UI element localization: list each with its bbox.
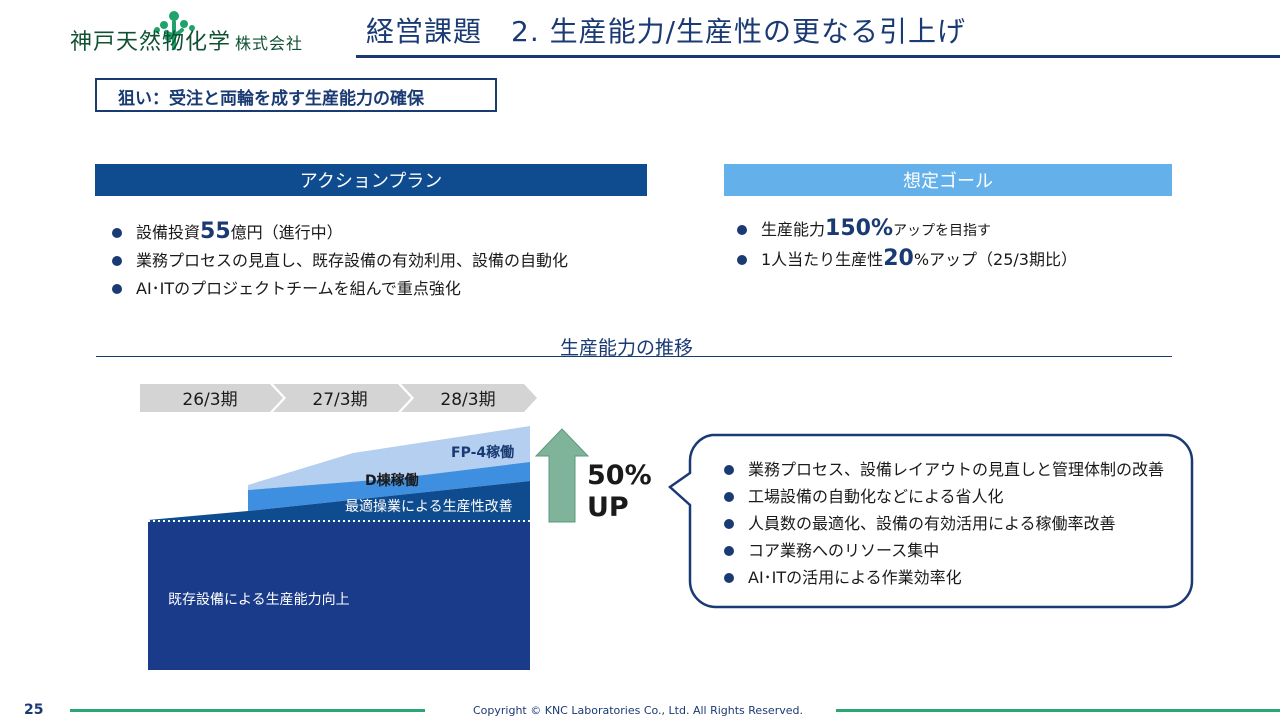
trend-title: 生産能力の推移 <box>560 337 694 359</box>
improvement-item: 工場設備の自動化などによる省人化 <box>720 483 1164 510</box>
layer-base <box>148 522 530 670</box>
company-logo <box>154 11 195 50</box>
increase-value: 50% <box>587 460 652 491</box>
goal-list: 生産能力150%アップを目指す 1人当たり生産性20%アップ（25/3期比） <box>733 215 1077 274</box>
increase-label: UP <box>587 492 629 523</box>
improvement-list: 業務プロセス、設備レイアウトの見直しと管理体制の改善 工場設備の自動化などによる… <box>720 456 1164 591</box>
goal-item: 生産能力150%アップを目指す <box>733 215 1077 245</box>
improvement-item: 業務プロセス、設備レイアウトの見直しと管理体制の改善 <box>720 456 1164 483</box>
company-name: 神戸天然物化学 株式会社 <box>70 24 303 56</box>
up-arrow-icon <box>534 428 590 523</box>
period-chevron <box>401 384 537 412</box>
item-text: アップを目指す <box>892 223 991 239</box>
action-plan-list: 設備投資55億円（進行中） 業務プロセスの見直し、既存設備の有効利用、設備の自動… <box>108 218 568 303</box>
item-text: 生産能力 <box>761 220 826 239</box>
period-label: 27/3期 <box>312 390 367 410</box>
item-text: %アップ（25/3期比） <box>913 250 1077 269</box>
item-text: 1人当たり生産性 <box>761 250 884 269</box>
action-plan-item: 業務プロセスの見直し、既存設備の有効利用、設備の自動化 <box>108 247 568 275</box>
period-chevron <box>273 384 411 412</box>
footer-rule-left <box>70 709 425 712</box>
item-text: AI･ITのプロジェクトチームを組んで重点強化 <box>136 279 461 298</box>
layer-label-fp4: FP-4稼働 <box>451 445 515 461</box>
company-name-main: 神戸天然物化学 <box>70 30 232 55</box>
page-number: 25 <box>24 702 44 718</box>
improvement-item: コア業務へのリソース集中 <box>720 537 1164 564</box>
item-highlight: 20 <box>883 246 914 271</box>
slide-title: 経営課題 2. 生産能力/生産性の更なる引上げ <box>366 15 967 48</box>
item-highlight: 55 <box>200 219 231 244</box>
period-label: 28/3期 <box>440 390 495 410</box>
item-text: 業務プロセスの見直し、既存設備の有効利用、設備の自動化 <box>136 251 569 270</box>
action-plan-item: AI･ITのプロジェクトチームを組んで重点強化 <box>108 275 568 303</box>
item-highlight: 150% <box>825 216 893 241</box>
layer-fp4 <box>248 426 530 490</box>
increase-text: 50% UP <box>587 460 652 524</box>
footer-rule-right <box>836 709 1280 712</box>
goal-item: 1人当たり生産性20%アップ（25/3期比） <box>733 245 1077 274</box>
title-underline <box>356 55 1280 58</box>
layer-d <box>248 462 530 511</box>
period-timeline: 26/3期 27/3期 28/3期 <box>140 384 537 412</box>
improvement-callout <box>668 433 1194 609</box>
period-chevron <box>140 384 283 412</box>
copyright-text: Copyright © KNC Laboratories Co., Ltd. A… <box>473 704 803 717</box>
layer-label-base: 既存設備による生産能力向上 <box>168 592 350 608</box>
improvement-item: AI･ITの活用による作業効率化 <box>720 564 1164 591</box>
layer-opt <box>148 481 530 522</box>
improvement-item: 人員数の最適化、設備の有効活用による稼働率改善 <box>720 510 1164 537</box>
capacity-stack-chart <box>148 426 530 670</box>
layer-label-d: D棟稼働 <box>365 473 419 489</box>
company-name-suffix: 株式会社 <box>235 34 304 53</box>
trend-rule <box>96 356 1172 357</box>
item-text: 設備投資 <box>136 223 201 242</box>
period-label: 26/3期 <box>182 390 237 410</box>
action-plan-item: 設備投資55億円（進行中） <box>108 218 568 247</box>
goal-header: 想定ゴール <box>724 164 1172 196</box>
aim-text: 狙い：受注と両輪を成す生産能力の確保 <box>118 89 424 109</box>
layer-label-opt: 最適操業による生産性改善 <box>345 499 513 515</box>
action-plan-header: アクションプラン <box>95 164 647 196</box>
item-text: 億円（進行中） <box>230 223 343 242</box>
aim-box <box>95 78 497 112</box>
